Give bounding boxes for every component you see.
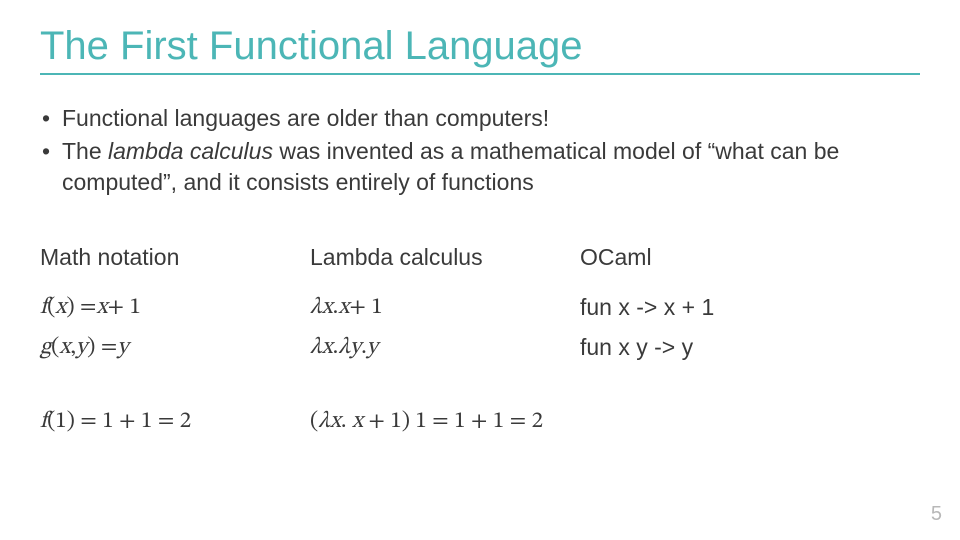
evaluation-row: f(1) = 1 + 1 = 2 (λx. x + 1) 1 = 1 + 1 =… — [40, 407, 920, 436]
lr2-l2: λ — [338, 333, 350, 362]
eval-lambda: (λx. x + 1) 1 = 1 + 1 = 2 — [310, 407, 920, 436]
ocaml-row-2: fun x y -> y — [580, 327, 850, 367]
evl-lam: λ — [318, 410, 330, 433]
mr1-xx: x — [97, 293, 108, 322]
mr1-rp: ) = — [66, 293, 96, 322]
ocaml-row-1: fun x -> x + 1 — [580, 287, 850, 327]
bullet-2-em: lambda calculus — [108, 138, 273, 164]
mr1-t: + 1 — [108, 293, 141, 322]
lr2-yy: y — [367, 333, 378, 362]
evl-lp: ( — [310, 410, 318, 433]
lr2-l1: λ — [310, 333, 322, 362]
lr2-y: y — [350, 333, 361, 362]
mr1-x: x — [55, 293, 66, 322]
mr2-y: y — [76, 333, 87, 362]
math-row-1: f(x) = x + 1 — [40, 287, 310, 327]
bullet-list: Functional languages are older than comp… — [40, 103, 920, 198]
evl-dot: . — [341, 410, 352, 433]
ev-f: f — [40, 410, 47, 433]
ev-lp: (1) = 1 + 1 = 2 — [47, 410, 191, 433]
col-math-head: Math notation — [40, 244, 310, 271]
page-number: 5 — [931, 503, 942, 526]
notation-columns: Math notation f(x) = x + 1 g(x, y) = y L… — [40, 244, 920, 367]
lr1-x: x — [322, 293, 333, 322]
lr1-xx: x — [338, 293, 349, 322]
eval-math: f(1) = 1 + 1 = 2 — [40, 407, 310, 436]
bullet-2-pre: The — [62, 138, 108, 164]
title-underline — [40, 73, 920, 75]
evl-x: x — [330, 410, 341, 433]
bullet-2: The lambda calculus was invented as a ma… — [40, 136, 920, 198]
lambda-row-2: λx. λy. y — [310, 327, 580, 367]
slide-title: The First Functional Language — [40, 24, 920, 69]
lr1-lam: λ — [310, 293, 322, 322]
mr2-x: x — [59, 333, 70, 362]
evl-t: + 1) 1 = 1 + 1 = 2 — [363, 410, 543, 433]
evl-xx: x — [352, 410, 363, 433]
col-lambda: Lambda calculus λx. x + 1 λx. λy. y — [310, 244, 580, 367]
col-ocaml: OCaml fun x -> x + 1 fun x y -> y — [580, 244, 850, 367]
math-row-2: g(x, y) = y — [40, 327, 310, 367]
bullet-1: Functional languages are older than comp… — [40, 103, 920, 134]
mr1-f: f — [40, 293, 47, 322]
lr1-t: + 1 — [349, 293, 382, 322]
col-lambda-head: Lambda calculus — [310, 244, 580, 271]
mr2-g: g — [40, 333, 51, 362]
col-math: Math notation f(x) = x + 1 g(x, y) = y — [40, 244, 310, 367]
bullet-1-text: Functional languages are older than comp… — [62, 105, 549, 131]
lambda-row-1: λx. x + 1 — [310, 287, 580, 327]
col-ocaml-head: OCaml — [580, 244, 850, 271]
slide: The First Functional Language Functional… — [0, 0, 960, 540]
mr2-yy: y — [117, 333, 128, 362]
mr2-rp: ) = — [87, 333, 117, 362]
lr2-x: x — [322, 333, 333, 362]
